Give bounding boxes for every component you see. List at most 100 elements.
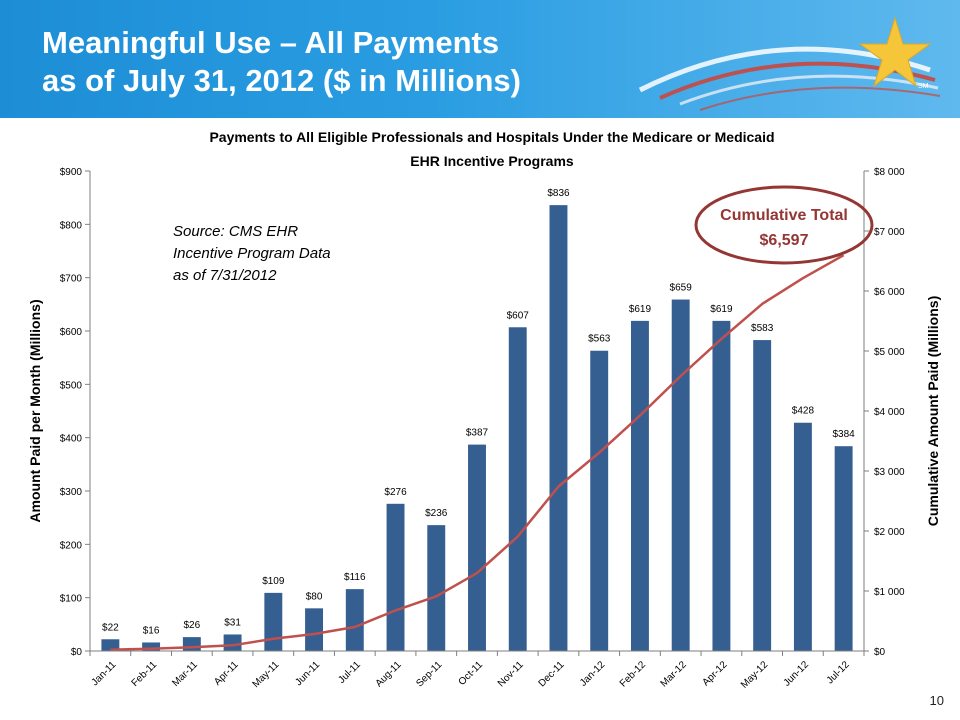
x-tick-label: Nov-11 bbox=[496, 659, 526, 689]
bar bbox=[793, 422, 812, 651]
bar-data-label: $26 bbox=[183, 620, 200, 631]
bar-data-labels: $22 $16 $26 $31 $109 $80 $116 $276 $236 $387 $607 $… bbox=[102, 188, 855, 636]
bar-data-label: $428 bbox=[792, 406, 815, 417]
bar bbox=[101, 639, 120, 651]
bar bbox=[468, 444, 486, 651]
x-tick-label: Jan-11 bbox=[90, 659, 119, 688]
bar-data-label: $387 bbox=[466, 428, 489, 439]
chart-title-line-2: EHR Incentive Programs bbox=[410, 153, 574, 169]
bar bbox=[712, 320, 731, 651]
bar bbox=[142, 642, 161, 651]
bar bbox=[345, 589, 364, 651]
bar-data-label: $109 bbox=[262, 576, 285, 587]
y-right-tick-label: $3 000 bbox=[874, 467, 905, 478]
y-axis-left-ticks: $0 $100 $200 $300 $400 $500 $600 $700 $800 $900 bbox=[60, 167, 90, 658]
y-left-tick-label: $800 bbox=[60, 220, 83, 231]
x-tick-label: Mar-12 bbox=[659, 659, 689, 689]
bar bbox=[671, 299, 690, 651]
bar bbox=[264, 592, 283, 651]
x-tick-label: Apr-12 bbox=[701, 659, 730, 688]
x-tick-label: Jan-12 bbox=[578, 659, 608, 689]
cumulative-total-callout: Cumulative Total $6,597 bbox=[694, 185, 874, 265]
x-axis-ticks: Jan-11 Feb-11 Mar-11 Apr-11 May-11 Jun-11 Jul-… bbox=[89, 651, 865, 691]
y-left-tick-label: $0 bbox=[71, 647, 83, 658]
bar-data-label: $22 bbox=[102, 622, 119, 633]
y-left-tick-label: $900 bbox=[60, 167, 83, 178]
source-line-1: Source: CMS EHR bbox=[173, 223, 298, 240]
bar-data-label: $583 bbox=[751, 323, 774, 334]
y-right-tick-label: $7 000 bbox=[874, 227, 905, 238]
bar-data-label: $16 bbox=[143, 625, 160, 636]
bar-data-label: $384 bbox=[833, 429, 856, 440]
bar-data-label: $31 bbox=[224, 617, 241, 628]
page-number: 10 bbox=[929, 693, 944, 708]
bar bbox=[182, 637, 201, 651]
y-left-tick-label: $300 bbox=[60, 487, 83, 498]
bar-data-label: $236 bbox=[425, 508, 448, 519]
slide-title-line-2: as of July 31, 2012 ($ in Millions) bbox=[42, 63, 521, 98]
bar-data-label: $80 bbox=[306, 591, 323, 602]
bar bbox=[630, 320, 649, 651]
x-tick-label: Oct-11 bbox=[457, 659, 486, 688]
x-tick-label: May-12 bbox=[739, 659, 771, 691]
y-left-tick-label: $200 bbox=[60, 540, 83, 551]
x-tick-label: Jun-11 bbox=[293, 659, 322, 688]
bar-data-label: $836 bbox=[547, 188, 570, 199]
bar bbox=[590, 350, 609, 651]
slide-header: SM Meaningful Use – All Payments as of J… bbox=[0, 0, 960, 118]
x-tick-label: Jul-12 bbox=[825, 659, 852, 686]
y-left-tick-label: $500 bbox=[60, 380, 83, 391]
x-tick-label: Jun-12 bbox=[782, 659, 812, 689]
swoosh-logo-icon: SM bbox=[638, 16, 941, 111]
star-icon bbox=[858, 16, 932, 88]
callout-ellipse bbox=[694, 185, 874, 265]
y-axis-right-label: Cumulative Amount Paid (Millions) bbox=[925, 296, 941, 527]
bar-series bbox=[101, 205, 853, 651]
service-mark-label: SM bbox=[918, 83, 929, 90]
bar-data-label: $659 bbox=[670, 283, 693, 294]
x-tick-label: Sep-11 bbox=[414, 659, 444, 689]
x-tick-label: Feb-12 bbox=[618, 659, 648, 689]
bar-data-label: $563 bbox=[588, 334, 611, 345]
chart-title-line-1: Payments to All Eligible Professionals a… bbox=[209, 129, 774, 145]
bar-data-label: $276 bbox=[384, 487, 407, 498]
y-left-tick-label: $100 bbox=[60, 594, 83, 605]
y-right-tick-label: $4 000 bbox=[874, 407, 905, 418]
bar-data-label: $607 bbox=[507, 310, 530, 321]
x-tick-label: Jul-11 bbox=[336, 659, 363, 686]
cumulative-line-series bbox=[110, 254, 845, 651]
bar bbox=[834, 446, 853, 651]
x-tick-label: Apr-11 bbox=[212, 659, 241, 688]
x-tick-label: Mar-11 bbox=[170, 659, 200, 689]
y-right-tick-label: $6 000 bbox=[874, 287, 905, 298]
y-left-tick-label: $600 bbox=[60, 327, 83, 338]
callout-label: Cumulative Total bbox=[720, 207, 848, 224]
bar bbox=[427, 525, 446, 651]
y-axis-left-label: Amount Paid per Month (Millions) bbox=[27, 299, 43, 522]
bar-data-label: $619 bbox=[710, 304, 733, 315]
callout-value: $6,597 bbox=[760, 232, 809, 249]
bar bbox=[753, 340, 772, 651]
y-left-tick-label: $400 bbox=[60, 434, 83, 445]
y-right-tick-label: $2 000 bbox=[874, 527, 905, 538]
source-note: Source: CMS EHR Incentive Program Data a… bbox=[173, 223, 331, 284]
bar bbox=[508, 327, 527, 651]
y-right-tick-label: $1 000 bbox=[874, 587, 905, 598]
slide-title-line-1: Meaningful Use – All Payments bbox=[42, 25, 500, 60]
bar-data-label: $619 bbox=[629, 304, 652, 315]
y-right-tick-label: $5 000 bbox=[874, 347, 905, 358]
source-line-3: as of 7/31/2012 bbox=[173, 267, 277, 284]
x-tick-label: Feb-11 bbox=[130, 659, 160, 689]
cumulative-line bbox=[110, 254, 845, 651]
bar bbox=[386, 503, 405, 651]
y-axis-right-ticks: $0 $1 000 $2 000 $3 000 $4 000 $5 000 $6 000 $7… bbox=[864, 167, 905, 658]
slide-title: Meaningful Use – All Payments as of July… bbox=[42, 24, 521, 100]
y-left-tick-label: $700 bbox=[60, 274, 83, 285]
x-tick-label: May-11 bbox=[251, 659, 282, 690]
bar bbox=[305, 608, 324, 651]
y-right-tick-label: $0 bbox=[874, 647, 886, 658]
bar bbox=[549, 205, 568, 651]
bar-data-label: $116 bbox=[344, 572, 366, 583]
bar bbox=[223, 634, 242, 651]
